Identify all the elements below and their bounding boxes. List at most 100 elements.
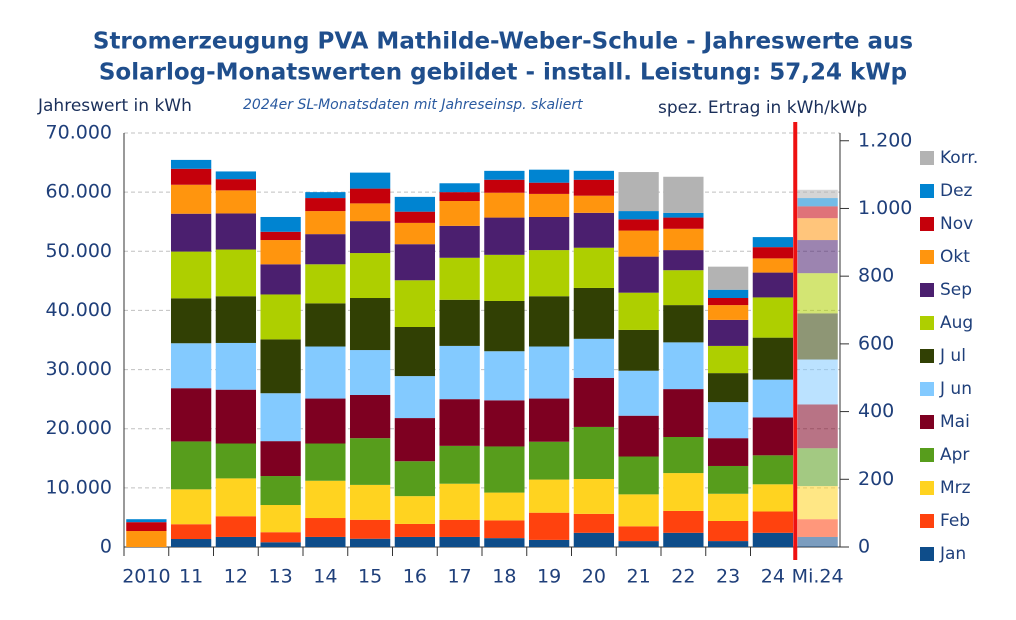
bar-segment <box>305 346 346 399</box>
bar-segment <box>305 536 346 547</box>
bar-segment <box>752 258 794 273</box>
x-tick-label: 20 <box>582 566 606 588</box>
y2-tick-label: 800 <box>858 265 894 287</box>
bar-segment <box>797 536 838 547</box>
legend-label: Dez <box>940 181 973 201</box>
bar-segment <box>394 376 436 419</box>
bar-segment <box>349 538 391 547</box>
legend-swatch <box>920 349 934 363</box>
bar-segment <box>663 532 704 547</box>
legend-label: J ul <box>939 346 966 366</box>
bar-segment <box>663 473 704 511</box>
bar-segment <box>260 393 301 442</box>
bar-segment <box>797 218 838 241</box>
bar-segment <box>484 179 525 193</box>
legend-swatch <box>920 184 934 198</box>
bar-segment <box>663 389 704 437</box>
bar-segment <box>663 436 704 474</box>
y-tick-label: 60.000 <box>46 181 112 203</box>
bar-segment <box>215 443 257 479</box>
bar-segment <box>349 188 391 204</box>
bar-segment <box>752 455 794 485</box>
bar-segment <box>528 398 570 442</box>
bar-segment <box>707 465 749 494</box>
bar-segment <box>394 496 436 524</box>
legend-swatch <box>920 415 934 429</box>
legend-swatch <box>920 547 934 561</box>
bar-segment <box>707 298 749 306</box>
bar-segment <box>170 343 212 389</box>
bar-segment <box>484 192 525 218</box>
bar-segment <box>260 264 301 295</box>
bar-segment <box>707 520 749 542</box>
bar-segment <box>215 516 257 537</box>
bar-segment <box>663 270 704 306</box>
bar-segment <box>573 478 615 514</box>
bar-segment <box>797 198 838 207</box>
bar-segment <box>618 494 659 527</box>
bar-segment <box>126 522 167 532</box>
x-tick-label: 16 <box>403 566 427 588</box>
bar-segment <box>663 228 704 251</box>
bar-segment <box>305 443 346 481</box>
bar-segment <box>528 296 570 347</box>
legend-label: Feb <box>940 511 970 531</box>
bar-segment <box>305 211 346 235</box>
bar-segment <box>439 201 480 226</box>
legend-label: Korr. <box>940 148 978 168</box>
bar-segment <box>528 193 570 217</box>
bar-segment <box>394 461 436 497</box>
bar-segment <box>528 346 570 399</box>
bar-segment <box>260 294 301 340</box>
bar-segment <box>260 532 301 543</box>
chart-subtitle: Solarlog-Monatswerten gebildet - install… <box>99 60 907 86</box>
bar-segment <box>528 250 570 297</box>
bar-segment <box>215 179 257 191</box>
bar-segment <box>707 438 749 466</box>
x-tick-label: 23 <box>716 566 740 588</box>
bar-segment <box>797 486 838 520</box>
legend-label: Sep <box>940 280 972 300</box>
y2-tick-label: 400 <box>858 400 894 422</box>
bar-segment <box>349 484 391 520</box>
bar-segment <box>797 206 838 219</box>
bar-segment <box>439 299 480 346</box>
bar-segment <box>349 438 391 485</box>
x-tick-label: 2010 <box>122 566 170 588</box>
bar-segment <box>170 213 212 252</box>
x-tick-label: 14 <box>313 566 337 588</box>
bar-segment <box>260 542 301 547</box>
bar-segment <box>528 216 570 251</box>
bar-segment <box>170 251 212 299</box>
chart-title: Stromerzeugung PVA Mathilde-Weber-Schule… <box>93 29 913 55</box>
bar-segment <box>707 493 749 521</box>
bar-segment <box>439 483 480 520</box>
bar-segment <box>394 536 436 547</box>
bar-segment <box>260 240 301 265</box>
y-tick-label: 70.000 <box>46 122 112 144</box>
bar-segment <box>484 520 525 539</box>
bar-segment <box>618 329 659 371</box>
x-tick-label: 21 <box>627 566 651 588</box>
bar-segment <box>349 253 391 299</box>
bar-segment <box>752 511 794 533</box>
bar-segment <box>484 217 525 255</box>
bar-segment <box>305 398 346 444</box>
x-tick-label: 13 <box>269 566 293 588</box>
bar-segment <box>439 257 480 300</box>
bar-segment <box>663 212 704 218</box>
bar-segment <box>797 273 838 314</box>
legend-label: Apr <box>940 445 969 465</box>
bar-segment <box>797 448 838 487</box>
bar-segment <box>215 478 257 517</box>
bar-segment <box>663 250 704 271</box>
bar-segment <box>215 213 257 250</box>
bar-segment <box>260 476 301 506</box>
bar-segment <box>126 531 167 547</box>
bar-segment <box>484 300 525 352</box>
bar-segment <box>349 519 391 539</box>
y-tick-label: 50.000 <box>46 240 112 262</box>
bar-segment <box>663 510 704 533</box>
bar-segment <box>618 370 659 416</box>
bar-segment <box>573 377 615 427</box>
